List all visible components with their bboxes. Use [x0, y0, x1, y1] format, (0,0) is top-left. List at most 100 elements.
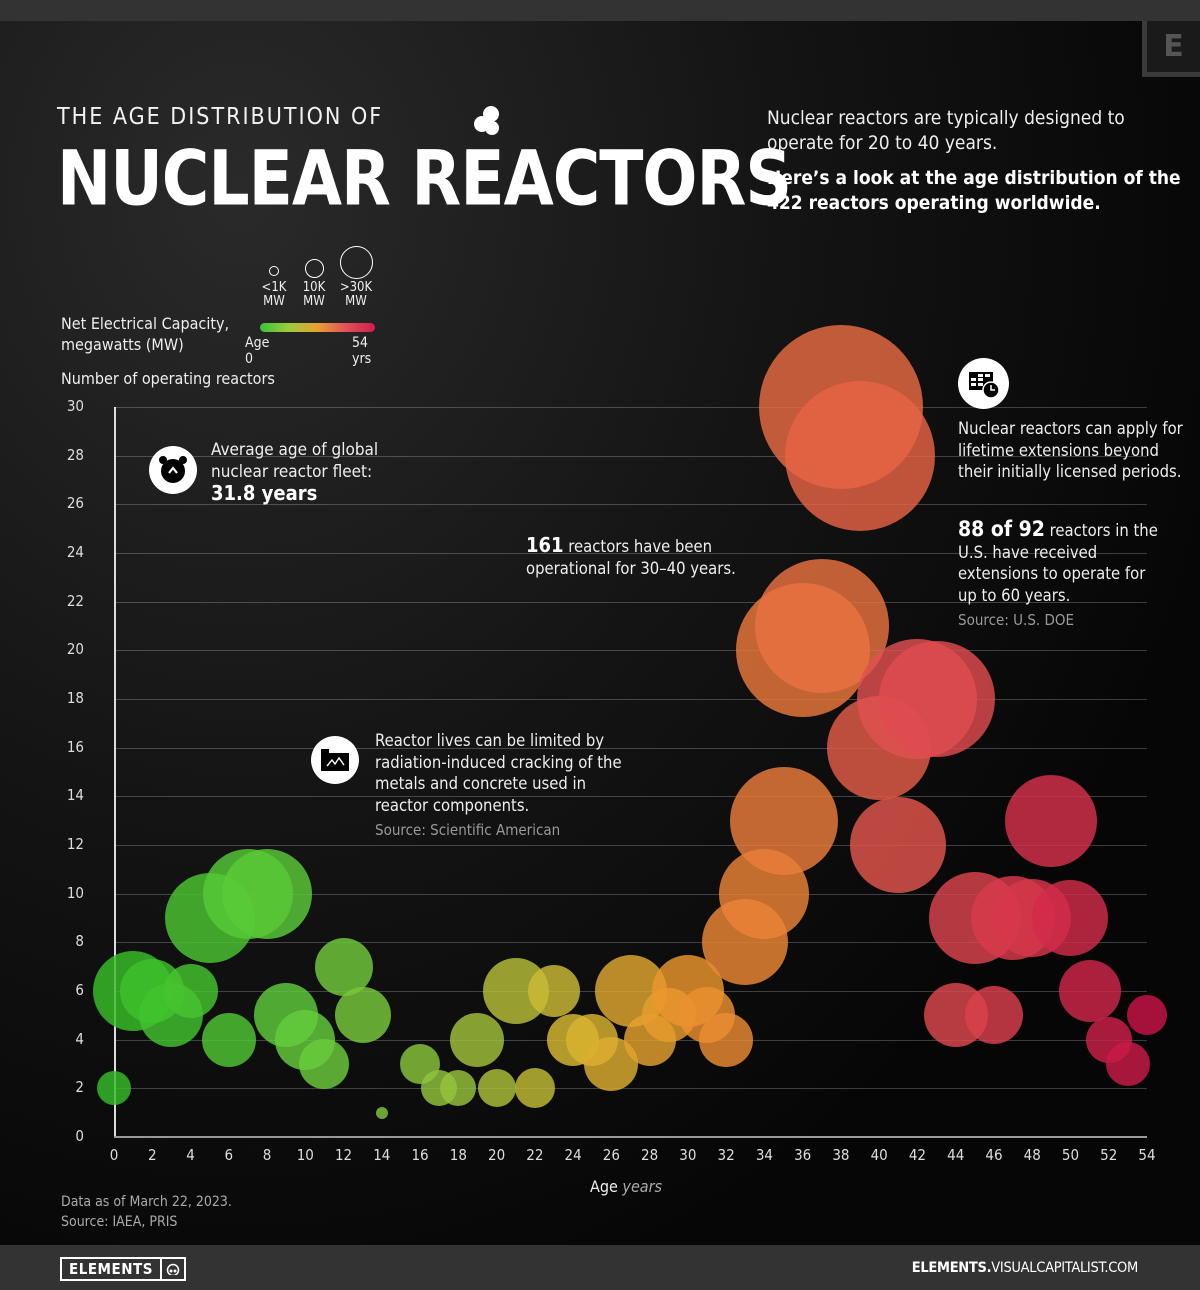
- legend-size-medium: 10K MW: [302, 280, 326, 309]
- reactor-bubble[interactable]: [785, 380, 936, 531]
- gridline: [114, 796, 1147, 798]
- x-tick-label: 4: [186, 1146, 195, 1164]
- footer-bar: ELEMENTS ELEMENTS.VISUALCAPITALIST.COM: [0, 1245, 1200, 1290]
- reactor-bubble[interactable]: [1127, 995, 1167, 1036]
- reactor-bubble[interactable]: [850, 797, 947, 893]
- reactor-bubble[interactable]: [477, 1069, 516, 1108]
- y-axis-line: [114, 407, 116, 1137]
- y-tick-label: 24: [66, 543, 84, 561]
- legend-size-small-icon: [269, 266, 279, 276]
- y-tick-label: 8: [75, 932, 84, 951]
- x-tick-label: 0: [109, 1146, 119, 1164]
- x-tick-label: 20: [487, 1146, 506, 1164]
- x-tick-label: 38: [832, 1146, 850, 1164]
- operational-30-40-note: 161 reactors have been operational for 3…: [526, 533, 736, 578]
- page-title: NUCLEAR REACTORS: [57, 133, 792, 223]
- title-kicker: THE AGE DISTRIBUTION OF: [57, 104, 384, 130]
- data-footnote: Data as of March 22, 2023. Source: IAEA, …: [61, 1194, 232, 1230]
- alarm-clock-icon: [149, 446, 197, 494]
- x-tick-label: 44: [947, 1146, 965, 1164]
- reactor-bubble[interactable]: [440, 1070, 477, 1107]
- y-tick-label: 4: [75, 1029, 84, 1048]
- gridline: [114, 845, 1147, 846]
- legend-size-medium-icon: [305, 259, 324, 278]
- intro-text: Nuclear reactors are typically designed …: [767, 106, 1187, 216]
- reactor-bubble[interactable]: [527, 965, 580, 1017]
- legend-size-small: <1K MW: [261, 280, 287, 309]
- gridline: [114, 601, 1147, 603]
- elements-logo[interactable]: ELEMENTS: [60, 1257, 186, 1281]
- gridline: [114, 747, 1147, 749]
- gridline: [114, 1088, 1147, 1090]
- gridline: [114, 942, 1147, 944]
- reactor-bubble[interactable]: [314, 937, 373, 996]
- gridline: [114, 407, 1147, 408]
- x-tick-label: 6: [224, 1146, 234, 1164]
- x-tick-label: 8: [262, 1146, 272, 1164]
- reactor-bubble[interactable]: [699, 1012, 754, 1067]
- gridline: [114, 699, 1147, 700]
- reactor-bubble[interactable]: [729, 766, 838, 875]
- reactor-bubble[interactable]: [964, 986, 1023, 1045]
- legend-size-large: >30K MW: [339, 280, 373, 309]
- reactor-bubble[interactable]: [450, 1012, 505, 1067]
- us-source: Source: U.S. DOE: [958, 611, 1074, 629]
- x-tick-label: 34: [755, 1146, 773, 1164]
- x-axis-label: Age years: [590, 1177, 663, 1196]
- x-tick-label: 30: [679, 1146, 697, 1164]
- x-axis-line: [114, 1136, 1147, 1138]
- top-bar: [0, 0, 1200, 21]
- cracking-source: Source: Scientific American: [375, 821, 561, 839]
- footer-url[interactable]: ELEMENTS.VISUALCAPITALIST.COM: [911, 1260, 1139, 1276]
- y-tick-label: 30: [66, 397, 84, 415]
- reactor-bubble[interactable]: [878, 641, 995, 757]
- calendar-clock-icon: [958, 358, 1009, 409]
- legend-color-end: 54 yrs: [352, 335, 372, 367]
- y-tick-label: 22: [66, 591, 84, 610]
- x-tick-label: 14: [373, 1146, 391, 1164]
- y-tick-label: 10: [66, 883, 84, 902]
- y-tick-label: 2: [75, 1078, 84, 1097]
- y-axis-label: Number of operating reactors: [61, 369, 275, 388]
- cracking-note: Reactor lives can be limited by radiatio…: [375, 730, 635, 842]
- x-tick-label: 42: [908, 1146, 927, 1164]
- elements-logo-icon: [159, 1259, 184, 1279]
- y-tick-label: 12: [66, 835, 84, 853]
- reactor-bubble[interactable]: [1105, 1042, 1150, 1086]
- x-tick-label: 18: [449, 1146, 467, 1164]
- y-tick-label: 0: [75, 1127, 84, 1145]
- reactor-bubble[interactable]: [163, 964, 218, 1018]
- legend-color-start: Age 0: [245, 335, 270, 367]
- reactor-bubble[interactable]: [514, 1068, 555, 1109]
- legend-size-large-icon: [340, 246, 373, 279]
- x-tick-label: 46: [985, 1146, 1003, 1164]
- reactor-bubble[interactable]: [334, 987, 391, 1044]
- reactor-bubble[interactable]: [1032, 880, 1109, 956]
- avg-age-note: Average age of global nuclear reactor fl…: [211, 440, 379, 505]
- reactor-bubble[interactable]: [201, 1012, 256, 1067]
- gridline: [114, 504, 1147, 506]
- reactor-bubble[interactable]: [375, 1106, 388, 1119]
- y-tick-label: 28: [66, 445, 84, 464]
- reactor-bubble[interactable]: [1005, 774, 1098, 867]
- legend-color-gradient: [260, 323, 375, 332]
- smoke-cloud-icon: [474, 106, 499, 135]
- cracked-wall-icon: [311, 736, 359, 784]
- reactor-bubble[interactable]: [1058, 960, 1121, 1022]
- x-tick-label: 48: [1023, 1146, 1041, 1164]
- x-tick-label: 10: [296, 1146, 314, 1164]
- reactor-bubble[interactable]: [97, 1071, 131, 1106]
- gridline: [114, 553, 1147, 554]
- x-tick-label: 24: [564, 1146, 582, 1164]
- x-tick-label: 52: [1100, 1146, 1118, 1164]
- reactor-bubble[interactable]: [299, 1039, 350, 1089]
- y-tick-label: 6: [75, 981, 84, 999]
- x-tick-label: 16: [411, 1146, 429, 1164]
- x-tick-label: 12: [334, 1146, 353, 1164]
- reactor-bubble[interactable]: [222, 848, 313, 939]
- gridline: [114, 650, 1147, 652]
- x-tick-label: 54: [1138, 1146, 1156, 1164]
- gridline: [114, 893, 1147, 895]
